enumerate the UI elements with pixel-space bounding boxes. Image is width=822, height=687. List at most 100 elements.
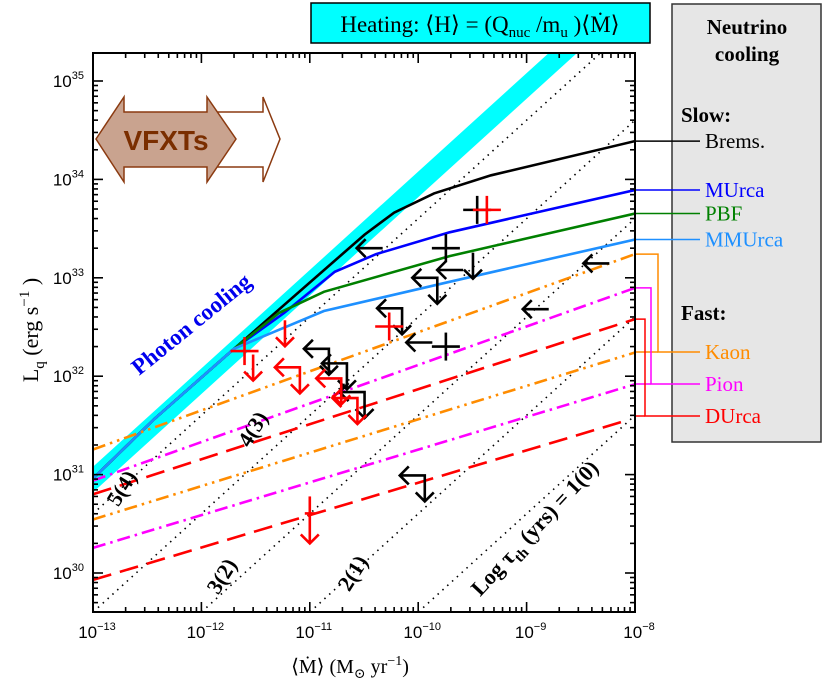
series-pion-line — [93, 286, 635, 482]
observation-cross-marker — [431, 332, 460, 361]
observation-left-down-marker — [410, 267, 448, 306]
y-tick-label: 1033 — [53, 267, 84, 288]
tick-label-base: 10 — [53, 72, 72, 91]
tau-line-3 — [201, 217, 635, 612]
tick-label-base: 10 — [78, 623, 97, 642]
tick-label-exponent: −10 — [422, 621, 441, 633]
tick-label-base: 10 — [53, 269, 72, 288]
tick-label-exponent: 33 — [72, 267, 84, 279]
series-pion-lower-line — [93, 382, 635, 550]
y-axis-label: Lq (erg s−1 ) — [17, 278, 48, 382]
arrowhead — [273, 357, 285, 378]
legend: Neutrino cooling Slow: Fast: Brems. MUrca… — [635, 3, 822, 443]
observation-down-marker — [243, 354, 264, 383]
tick-label-base: 10 — [53, 170, 72, 189]
arrowhead — [299, 533, 320, 546]
legend-title-line2: cooling — [715, 42, 780, 66]
tick-label-exponent: −13 — [97, 621, 116, 633]
x-tick-label: 10−13 — [78, 621, 116, 642]
x-tick-label: 10−10 — [403, 621, 441, 642]
x-tick-label: 10−11 — [295, 621, 332, 642]
arrowhead — [581, 253, 594, 274]
tick-label-exponent: 30 — [72, 562, 84, 574]
legend-bracket-durca — [635, 318, 700, 417]
x-axis-label: ⟨Ṁ⟩ (M⊙ yr−1) — [291, 654, 409, 682]
observation-down-marker — [463, 252, 483, 281]
upper-limit-corner — [316, 377, 343, 405]
heating-band — [93, 53, 577, 493]
upper-limit-corner — [321, 362, 349, 390]
arrowhead — [347, 414, 368, 426]
legend-label-kaon: Kaon — [705, 340, 751, 364]
observation-left-down-marker — [330, 388, 368, 426]
observation-cross-marker — [375, 312, 404, 341]
tick-label-exponent: 34 — [72, 168, 84, 180]
series-brems-line — [93, 139, 635, 480]
arrowhead — [314, 368, 327, 389]
heating-box-background — [310, 2, 651, 44]
observation-left-marker — [435, 260, 464, 280]
arrowhead — [318, 364, 339, 377]
arrowhead — [289, 383, 310, 396]
arrowhead — [302, 338, 314, 359]
tau-main-label: Log τth (yrs) = 1(0) — [466, 455, 608, 604]
tick-label-exponent: −12 — [206, 621, 225, 633]
y-tick-label: 1035 — [53, 70, 84, 91]
series-kaon-lower-line — [93, 351, 635, 521]
legend-label-brems: Brems. — [705, 129, 765, 153]
x-tick-label: 10−9 — [515, 621, 546, 642]
legend-fast-heading: Fast: — [681, 301, 727, 325]
arrowhead — [435, 260, 448, 280]
arrowhead — [330, 388, 343, 408]
observation-cross-marker — [230, 337, 259, 366]
tick-label-base: 10 — [295, 623, 314, 642]
observation-left-down-marker — [397, 465, 435, 504]
legend-slow-heading: Slow: — [681, 103, 731, 127]
tick-label-exponent: −8 — [642, 621, 655, 633]
heating-formula-box: Heating: ⟨H⟩ = (Qnuc /mu )⟨Ṁ⟩ — [310, 2, 651, 44]
tick-label-exponent: 31 — [72, 464, 84, 476]
legend-bracket-pion — [635, 287, 700, 385]
tau-label-4: 4(3) — [232, 407, 273, 451]
observation-left-down-marker — [302, 338, 339, 377]
observation-down-marker — [275, 320, 295, 349]
tick-label-exponent: 35 — [72, 70, 84, 82]
legend-label-pion: Pion — [705, 372, 744, 396]
tick-label-exponent: −11 — [314, 621, 332, 633]
vfxt-range-arrow: VFXTs — [95, 94, 281, 185]
tick-label-base: 10 — [53, 564, 72, 583]
arrowhead — [397, 465, 410, 486]
tick-label-base: 10 — [623, 623, 642, 642]
arrowhead — [392, 324, 412, 337]
y-tick-label: 1032 — [53, 365, 84, 386]
x-tick-label: 10−8 — [623, 621, 654, 642]
tick-label-base: 10 — [187, 623, 206, 642]
arrowhead — [404, 332, 417, 353]
upper-limit-corner — [274, 366, 302, 394]
arrowhead — [354, 238, 367, 259]
observation-left-marker — [520, 299, 549, 320]
x-tick-label: 10−12 — [187, 621, 225, 642]
y-tick-label: 1030 — [53, 562, 84, 583]
tick-label-base: 10 — [403, 623, 422, 642]
upper-limit-corner — [412, 276, 439, 304]
series-kaon-line — [93, 252, 635, 451]
upper-limit-corner — [332, 396, 359, 425]
tick-label-exponent: −9 — [534, 621, 547, 633]
upper-limit-corner — [303, 347, 331, 375]
upper-limit-corner — [399, 474, 427, 502]
tau-line-4 — [93, 119, 635, 612]
arrowhead — [275, 336, 295, 349]
tick-label-base: 10 — [53, 367, 72, 386]
observation-left-marker — [404, 332, 433, 353]
observation-cross-marker — [472, 195, 501, 224]
arrowhead — [410, 267, 423, 288]
arrowhead — [414, 491, 435, 504]
tick-label-base: 10 — [53, 466, 72, 485]
legend-label-pbf: PBF — [705, 202, 742, 226]
observation-left-marker — [581, 253, 610, 274]
arrowhead — [427, 293, 448, 306]
observation-left-marker — [354, 238, 383, 259]
arrowhead — [520, 299, 533, 320]
